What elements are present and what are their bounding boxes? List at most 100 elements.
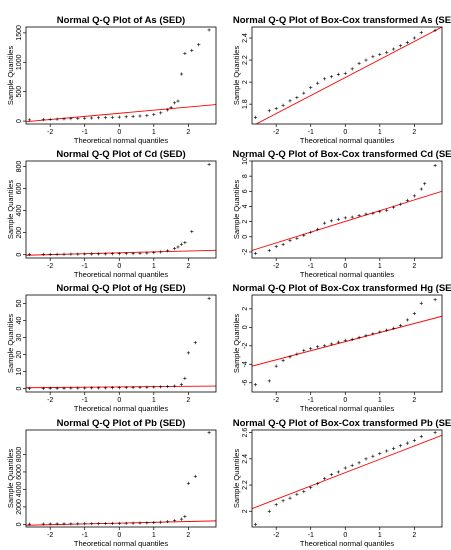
data-point	[138, 251, 142, 255]
plot-frame	[25, 294, 217, 393]
data-point	[90, 386, 94, 390]
data-point	[41, 117, 45, 122]
data-point	[190, 229, 194, 234]
data-point	[343, 71, 347, 75]
x-tick-label: -2	[47, 263, 53, 270]
data-point	[159, 250, 163, 254]
plot-frame	[251, 26, 443, 125]
data-point	[166, 108, 170, 112]
data-point	[371, 55, 375, 59]
panel-title: Normal Q-Q Plot of Hg (SED)	[56, 283, 185, 294]
data-point	[110, 115, 114, 119]
data-point	[117, 115, 121, 119]
data-point	[357, 213, 361, 218]
data-point	[55, 386, 59, 390]
x-tick-label: 0	[343, 129, 347, 136]
y-tick-label: 0	[16, 253, 23, 257]
data-point	[343, 216, 347, 220]
data-point	[69, 117, 73, 121]
data-point	[398, 323, 403, 328]
data-point	[207, 431, 211, 435]
data-point	[281, 103, 285, 107]
data-point	[131, 251, 135, 256]
data-point	[295, 95, 299, 100]
data-point	[27, 118, 32, 122]
data-point	[274, 503, 278, 507]
reference-line	[26, 104, 216, 123]
y-tick-label: 2	[242, 307, 249, 311]
data-point	[398, 44, 403, 48]
data-point	[412, 36, 416, 40]
data-point	[90, 522, 94, 526]
x-axis-label: Theoretical normal quantiles	[74, 404, 168, 413]
data-point	[329, 75, 334, 79]
panel-title: Normal Q-Q Plot of Box-Cox transformed C…	[232, 149, 451, 160]
data-point	[62, 252, 66, 256]
data-point	[62, 522, 66, 526]
y-tick-label: 4000	[16, 482, 23, 498]
data-point	[166, 249, 170, 253]
data-point	[103, 386, 108, 390]
data-point	[207, 162, 211, 166]
x-axis-label: Theoretical normal quantiles	[300, 270, 394, 279]
data-point	[412, 311, 416, 316]
data-point	[186, 351, 190, 355]
data-point	[69, 386, 73, 390]
data-point	[124, 251, 128, 256]
data-point	[83, 386, 87, 390]
x-tick-label: 1	[152, 532, 156, 539]
data-point	[152, 250, 156, 255]
x-tick-label: -2	[273, 263, 279, 270]
data-point	[350, 463, 354, 467]
data-point	[183, 514, 187, 519]
data-point	[55, 117, 59, 121]
data-point	[48, 522, 52, 526]
x-tick-label: 1	[378, 263, 382, 270]
data-point	[336, 72, 340, 76]
y-axis-label: Sample Quantiles	[232, 449, 241, 508]
data-point	[138, 521, 142, 525]
y-tick-label: 2	[242, 80, 249, 84]
data-point	[316, 345, 320, 349]
plot-frame	[25, 26, 217, 125]
plot-frame	[25, 429, 217, 528]
reference-line	[252, 190, 442, 251]
data-point	[336, 217, 340, 221]
data-point	[124, 115, 128, 119]
data-point	[183, 376, 187, 380]
y-tick-label: 8	[242, 174, 249, 178]
data-point	[350, 337, 354, 341]
x-tick-label: -1	[308, 263, 314, 270]
data-point	[350, 215, 354, 219]
y-tick-label: 2	[242, 509, 249, 513]
data-point	[83, 252, 87, 256]
data-point	[117, 252, 121, 256]
data-point	[329, 472, 334, 477]
x-tick-label: -2	[47, 397, 53, 404]
data-point	[145, 385, 149, 389]
data-point	[385, 449, 389, 453]
data-point	[322, 221, 327, 225]
data-point	[281, 242, 285, 246]
x-axis-label: Theoretical normal quantiles	[74, 270, 168, 279]
data-point	[302, 348, 306, 353]
y-tick-label: 1.8	[242, 99, 249, 109]
data-point	[371, 454, 375, 458]
y-tick-label: -4	[242, 361, 249, 367]
x-axis-label: Theoretical normal quantiles	[74, 136, 168, 145]
y-tick-label: 8000	[16, 447, 23, 463]
data-point	[253, 383, 258, 387]
data-point	[419, 434, 423, 439]
x-tick-label: 0	[343, 532, 347, 539]
y-tick-label: 4	[242, 204, 249, 208]
data-point	[96, 386, 101, 390]
y-tick-label: 0	[242, 235, 249, 239]
data-point	[76, 386, 80, 390]
y-tick-label: 2.4	[242, 454, 249, 464]
x-tick-label: 2	[412, 263, 416, 270]
y-tick-label: 600	[16, 183, 23, 195]
data-point	[117, 521, 121, 526]
data-point	[378, 210, 382, 214]
data-point	[329, 342, 334, 346]
data-point	[267, 248, 271, 253]
